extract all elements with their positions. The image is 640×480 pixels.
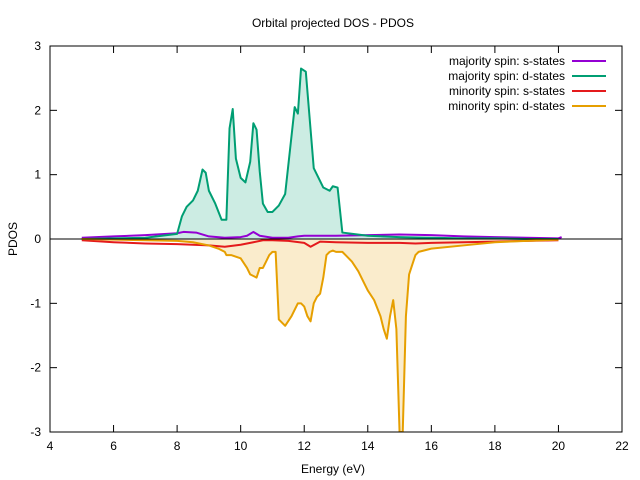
legend-label-1: majority spin: s-states: [449, 54, 565, 68]
y-tick-label--1: -1: [30, 296, 41, 310]
x-tick-label-4: 4: [47, 439, 54, 453]
x-axis-label: Energy (eV): [301, 462, 365, 476]
series-3-line: [81, 239, 559, 248]
legend-label-3: minority spin: s-states: [449, 84, 565, 98]
x-tick-label-14: 14: [361, 439, 375, 453]
y-tick-label-2: 2: [34, 103, 41, 117]
x-tick-label-10: 10: [234, 439, 248, 453]
chart-title: Orbital projected DOS - PDOS: [252, 16, 414, 30]
series-4-fill: [81, 239, 559, 432]
x-tick-label-12: 12: [298, 439, 312, 453]
y-tick-label-1: 1: [34, 168, 41, 182]
series-2-fill: [81, 68, 559, 240]
y-axis-label: PDOS: [6, 222, 20, 256]
x-tick-label-6: 6: [110, 439, 117, 453]
x-tick-label-16: 16: [425, 439, 439, 453]
x-tick-label-20: 20: [552, 439, 566, 453]
filled-areas: [81, 68, 559, 432]
legend-label-2: majority spin: d-states: [448, 69, 565, 83]
x-tick-label-22: 22: [615, 439, 629, 453]
series-4-line: [81, 238, 559, 432]
y-tick-label-0: 0: [34, 232, 41, 246]
y-tick-label-3: 3: [34, 39, 41, 53]
series-2-line: [81, 67, 559, 240]
series-1-line: [81, 230, 562, 240]
y-tick-label--3: -3: [30, 425, 41, 439]
x-tick-label-8: 8: [174, 439, 181, 453]
legend-label-4: minority spin: d-states: [448, 99, 565, 113]
series-lines: [81, 67, 562, 432]
x-tick-label-18: 18: [488, 439, 502, 453]
y-tick-label--2: -2: [30, 361, 41, 375]
